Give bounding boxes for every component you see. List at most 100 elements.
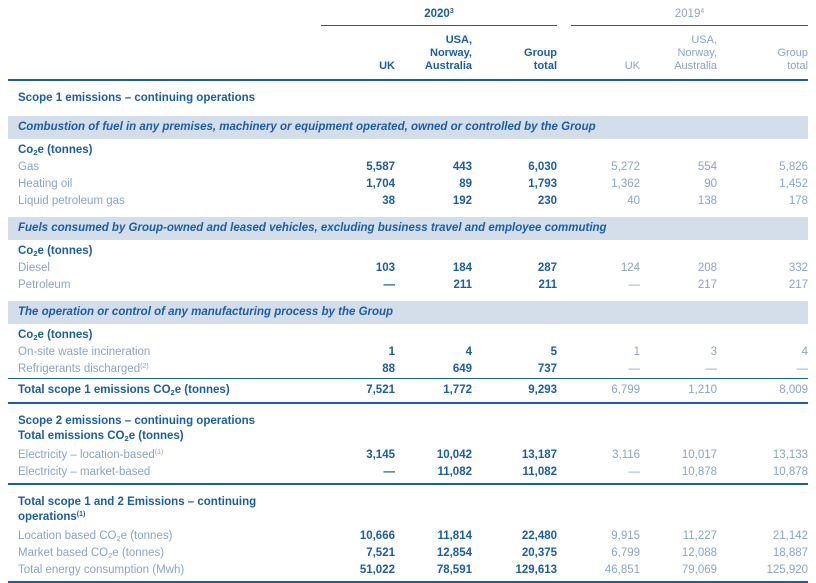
cell-group-total-2020: 737 (537, 363, 558, 375)
year-group-2019: 20194 (557, 6, 809, 26)
row-market-based-co2e: Market based CO2e (tonnes) 7,521 12,854 20,… (8, 545, 808, 562)
cell-group-total-2019: 18,887 (772, 547, 809, 559)
row-petroleum: Petroleum — 211 211 — 217 217 (8, 277, 808, 298)
banner-combustion-text: Combustion of fuel in any premises, mach… (8, 109, 809, 139)
cell-usa-norway-australia-2019: 217 (697, 279, 718, 291)
year-label-2020: 20203 (321, 6, 558, 26)
cell-usa-norway-australia-2019: 90 (704, 178, 718, 190)
cell-group-total-2020: 5 (550, 346, 558, 358)
cell-uk-2020: 51,022 (315, 562, 395, 583)
cell-uk-2019: 46,851 (557, 562, 641, 583)
subhead-co2e-2: Co2e (tonnes) (8, 240, 808, 260)
cell-group-total-2019: 178 (788, 195, 809, 207)
cell-uk-2020: 3,145 (366, 449, 395, 461)
section-scope1-text: Scope 1 emissions – continuing operation… (8, 80, 808, 113)
column-header-row: UK USA, Norway, Australia Group total UK… (8, 26, 809, 81)
year-2020-footnote-marker: 3 (449, 8, 454, 15)
cell-uk-2019: 1 (633, 346, 641, 358)
subhead-co2e-1: Co2e (tonnes) (8, 139, 808, 159)
section-heading-line: operations(1) (18, 511, 86, 523)
cell-usa-norway-australia-2019: 12,088 (681, 547, 718, 559)
section-heading-line: Total emissions CO2e (tonnes) (18, 430, 184, 443)
cell-uk-2019: 5,272 (611, 161, 641, 173)
cell-group-total-2019: 4 (801, 346, 809, 358)
section-heading-line: Total scope 1 and 2 Emissions – continui… (18, 496, 257, 508)
cell-uk-2020: — (383, 279, 396, 291)
year-2020-text: 2020 (424, 8, 450, 20)
cell-group-total-2020: 20,375 (521, 547, 558, 559)
cell-usa-norway-australia-2020: 192 (452, 195, 472, 207)
cell-group-total-2019: 5,826 (779, 161, 809, 173)
cell-usa-norway-australia-2020: 12,854 (436, 547, 472, 559)
row-label: Gas (18, 161, 40, 173)
row-liquid-petroleum-gas: Liquid petroleum gas 38 192 230 40 138 178 (8, 193, 808, 214)
cell-usa-norway-australia-2019: 554 (697, 161, 718, 173)
column-header-uk-2019: UK (557, 26, 641, 81)
row-label: Electricity – market-based (8, 464, 315, 485)
cell-group-total-2020: 1,793 (528, 178, 558, 190)
row-onsite-waste-incineration: On-site waste incineration 1 4 5 1 3 4 (8, 344, 808, 361)
cell-uk-2020: 7,521 (366, 547, 395, 559)
cell-group-total-2019: 13,133 (772, 449, 809, 461)
cell-uk-2020: — (315, 464, 395, 485)
cell-uk-2020: 10,666 (359, 530, 395, 542)
cell-usa-norway-australia-2019: 79,069 (640, 562, 718, 583)
cell-group-total-2020: 6,030 (528, 161, 558, 173)
banner-manufacturing: The operation or control of any manufact… (8, 294, 809, 324)
cell-group-total-2020: 22,480 (521, 530, 558, 542)
cell-group-total-2019: 8,009 (717, 378, 809, 404)
column-header-uk-2020: UK (315, 26, 395, 81)
cell-group-total-2019: — (796, 363, 809, 375)
cell-usa-norway-australia-2019: 138 (697, 195, 718, 207)
cell-uk-2020: 88 (382, 363, 395, 375)
section-heading-line: Scope 1 emissions – continuing operation… (18, 92, 256, 104)
cell-usa-norway-australia-2020: 443 (452, 161, 472, 173)
cell-uk-2020: 103 (375, 262, 395, 274)
cell-group-total-2020: 211 (538, 279, 558, 291)
section-scope2: Scope 2 emissions – continuing operation… (8, 403, 808, 447)
row-total-scope1-emissions: Total scope 1 emissions CO2e (tonnes) 7,5… (8, 378, 809, 404)
cell-uk-2019: 3,116 (612, 449, 641, 461)
cell-uk-2020: 7,521 (315, 378, 395, 404)
emissions-report-page: 20203 20194 UK USA, Norway, Australia Gr… (0, 6, 816, 583)
cell-group-total-2019: 10,878 (717, 464, 809, 485)
section-heading-line: Scope 2 emissions – continuing operation… (18, 415, 256, 427)
cell-uk-2019: 1,362 (611, 178, 641, 190)
row-label: Refrigerants discharged(2) (18, 363, 149, 375)
cell-usa-norway-australia-2020: 11,814 (437, 530, 472, 542)
column-header-group-total-2019: Group total (717, 26, 809, 81)
cell-uk-2019: — (628, 279, 641, 291)
cell-uk-2020: 5,587 (366, 161, 395, 173)
cell-uk-2019: — (557, 464, 641, 485)
row-label: Total scope 1 emissions CO2e (tonnes) (8, 378, 315, 404)
row-electricity-market-based: Electricity – market-based —11,082 11,082—… (8, 464, 809, 485)
cell-uk-2019: 40 (627, 195, 641, 207)
cell-uk-2020: 1 (388, 346, 395, 358)
banner-manufacturing-text: The operation or control of any manufact… (8, 294, 809, 324)
cell-uk-2019: 6,799 (557, 378, 641, 404)
row-label: Petroleum (18, 279, 71, 291)
subhead-co2e-3: Co2e (tonnes) (8, 324, 808, 344)
year-2019-footnote-marker: 4 (700, 8, 705, 15)
cell-uk-2019: 9,915 (611, 530, 641, 542)
cell-group-total-2019: 1,452 (779, 178, 809, 190)
section-scope2-text: Scope 2 emissions – continuing operation… (8, 403, 808, 447)
row-total-energy-consumption: Total energy consumption (Mwh) 51,022 78,5… (8, 562, 809, 583)
cell-group-total-2020: 13,187 (521, 449, 558, 461)
banner-combustion: Combustion of fuel in any premises, mach… (8, 109, 809, 139)
year-row: 20203 20194 (8, 6, 809, 26)
row-label: Diesel (18, 262, 50, 274)
cell-usa-norway-australia-2020: 11,082 (395, 464, 472, 485)
cell-usa-norway-australia-2019: 208 (697, 262, 718, 274)
cell-usa-norway-australia-2020: 184 (452, 262, 472, 274)
year-label-2019: 20194 (571, 6, 809, 26)
row-heating-oil: Heating oil 1,704 89 1,793 1,362 90 1,452 (8, 176, 808, 193)
banner-vehicle-fuels: Fuels consumed by Group-owned and leased… (8, 210, 809, 240)
cell-usa-norway-australia-2019: 10,878 (640, 464, 718, 485)
cell-usa-norway-australia-2020: 4 (465, 346, 472, 358)
cell-uk-2020: 38 (382, 195, 395, 207)
column-header-usa-norway-australia-2020: USA, Norway, Australia (395, 26, 472, 81)
cell-usa-norway-australia-2020: 1,772 (395, 378, 472, 404)
row-label: Total energy consumption (Mwh) (8, 562, 315, 583)
cell-usa-norway-australia-2020: 89 (459, 178, 472, 190)
